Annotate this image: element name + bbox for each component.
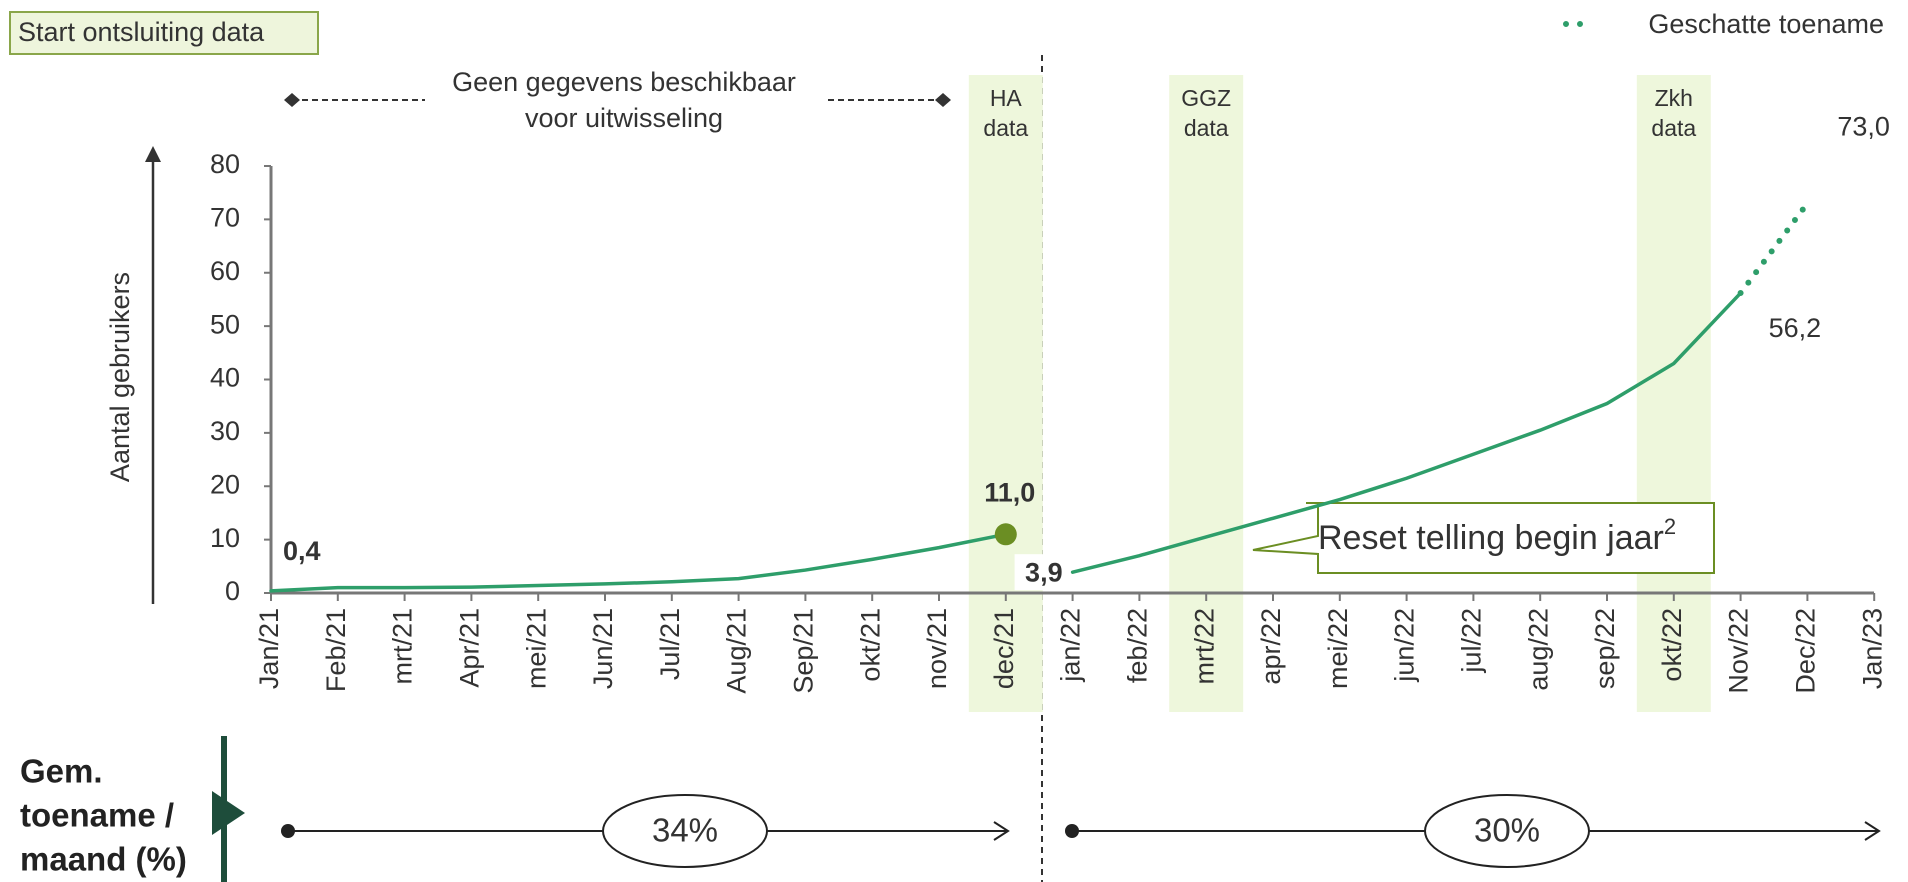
y-tick-label: 0 [225, 576, 240, 606]
band-label: HA [990, 85, 1023, 111]
value-label: 0,4 [283, 536, 321, 566]
band-label: data [983, 115, 1028, 141]
growth-label: Gem. [20, 753, 103, 790]
x-tick-label: dec/21 [989, 608, 1019, 689]
y-tick-label: 40 [210, 363, 240, 393]
y-arrow-head [145, 146, 161, 162]
x-tick-label: Jan/21 [254, 608, 284, 689]
reset-note-text: Reset telling begin jaar [1318, 519, 1664, 557]
x-tick-label: Apr/21 [455, 608, 485, 688]
x-tick-label: jun/22 [1390, 608, 1420, 683]
growth-arrows [288, 821, 1881, 841]
value-label: 56,2 [1769, 313, 1822, 343]
growth-triangle [212, 791, 245, 835]
y-tick-label: 50 [210, 309, 240, 339]
x-tick-label: Sep/21 [789, 608, 819, 694]
y-tick-label: 10 [210, 523, 240, 553]
band [968, 75, 1043, 712]
x-tick-label: nov/21 [922, 608, 952, 689]
legend-label: Geschatte toename [1648, 9, 1884, 39]
y-tick-label: 80 [210, 149, 240, 179]
x-tick-label: Jun/21 [588, 608, 618, 689]
no-data-note: Geen gegevens beschikbaar [452, 67, 796, 97]
x-tick-label: jul/22 [1457, 608, 1487, 674]
x-tick-label: mei/21 [521, 608, 551, 689]
x-tick-label: feb/22 [1123, 608, 1153, 683]
growth-dot [1065, 824, 1079, 838]
band-label: Zkh [1655, 85, 1693, 111]
series-line [1737, 200, 1811, 297]
y-tick-label: 30 [210, 416, 240, 446]
x-tick-label: mrt/22 [1189, 608, 1219, 685]
band-label: GGZ [1181, 85, 1231, 111]
start-label: Start ontsluiting data [18, 17, 265, 47]
series-line [1070, 291, 1743, 574]
x-tick-label: sep/22 [1590, 608, 1620, 689]
x-tick-label: okt/21 [855, 608, 885, 682]
x-tick-label: Dec/22 [1791, 608, 1821, 694]
series-line [269, 532, 1008, 593]
growth-value: 30% [1474, 812, 1540, 849]
x-tick-label: mei/22 [1323, 608, 1353, 689]
x-tick-label: okt/22 [1657, 608, 1687, 682]
value-label: 73,0 [1837, 111, 1890, 141]
x-tick-label: apr/22 [1256, 608, 1286, 685]
growth-ellipse [602, 794, 768, 868]
band-label: data [1651, 115, 1696, 141]
start-box [9, 11, 319, 55]
y-tick-label: 60 [210, 256, 240, 286]
no-data-note: voor uitwisseling [525, 103, 723, 133]
x-tick-label: Feb/21 [321, 608, 351, 692]
label-bg [1014, 554, 1065, 591]
reset-note: Reset telling begin jaar2 [1318, 514, 1676, 557]
y-axis-label: Aantal gebruikers [105, 272, 135, 482]
band [1636, 75, 1711, 712]
growth-ellipse [1424, 794, 1590, 868]
x-tick-label: Nov/22 [1724, 608, 1754, 694]
x-tick-label: Aug/21 [722, 608, 752, 694]
reset-note-sup: 2 [1664, 514, 1676, 539]
x-tick-label: mrt/21 [388, 608, 418, 685]
growth-label: toename / [20, 797, 174, 834]
x-tick-label: aug/22 [1523, 608, 1553, 691]
band-label: data [1184, 115, 1229, 141]
x-tick-label: Jan/23 [1857, 608, 1887, 689]
value-label: 3,9 [1025, 557, 1063, 587]
x-tick-label: jan/22 [1056, 608, 1086, 683]
value-label: 11,0 [984, 477, 1035, 507]
y-tick-label: 20 [210, 469, 240, 499]
growth-label: maand (%) [20, 841, 187, 878]
growth-dot [281, 824, 295, 838]
growth-value: 34% [652, 812, 718, 849]
band [1169, 75, 1244, 712]
reset-callout [1252, 502, 1715, 574]
y-tick-label: 70 [210, 203, 240, 233]
x-tick-label: Jul/21 [655, 608, 685, 680]
marker [994, 523, 1017, 546]
